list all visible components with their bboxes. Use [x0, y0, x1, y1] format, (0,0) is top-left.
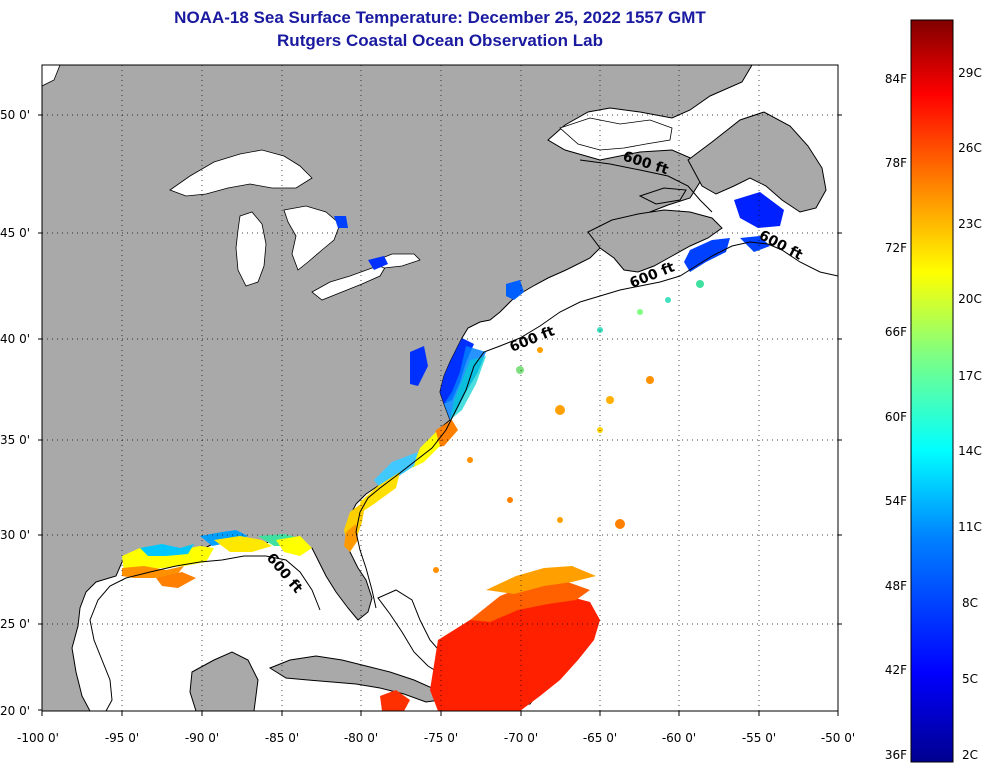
colorbar-label-c: 11C: [958, 520, 982, 534]
lon-label: -65 0': [583, 731, 617, 745]
land-newfoundland: [687, 111, 827, 213]
colorbar-label-c: 8C: [962, 596, 978, 610]
land-yucatan: [189, 651, 259, 711]
colorbar-label-f: 84F: [885, 72, 907, 86]
lake-michigan: [235, 211, 267, 287]
land-nova-scotia: [587, 209, 723, 273]
lon-label: -75 0': [424, 731, 458, 745]
lon-label: -70 0': [504, 731, 538, 745]
tick-marks: [38, 114, 842, 716]
lake-erie: [311, 265, 387, 301]
lake-superior: [169, 149, 313, 197]
lon-label: -60 0': [662, 731, 696, 745]
lon-label: -80 0': [344, 731, 378, 745]
lat-label: 40 0': [0, 332, 30, 346]
land-gulf-island: [638, 187, 687, 205]
colorbar-label-f: 48F: [885, 579, 907, 593]
colorbar-label-c: 29C: [958, 66, 982, 80]
colorbar-label-f: 42F: [885, 663, 907, 677]
lat-label: 45 0': [0, 226, 30, 240]
lon-label: -85 0': [265, 731, 299, 745]
colorbar-label-c: 20C: [958, 292, 982, 306]
colorbar-fahrenheit-labels: 84F 78F 72F 66F 60F 54F 48F 42F 36F: [885, 72, 907, 762]
lon-label: -50 0': [821, 731, 855, 745]
lon-label: -55 0': [742, 731, 776, 745]
lon-label: -90 0': [185, 731, 219, 745]
sst-northern-cold: [334, 192, 784, 386]
colorbar-label-c: 17C: [958, 369, 982, 383]
lat-label: 30 0': [0, 528, 30, 542]
lon-label: -95 0': [105, 731, 139, 745]
lake-huron: [283, 205, 341, 271]
lat-label: 25 0': [0, 617, 30, 631]
lat-label: 20 0': [0, 704, 30, 718]
lat-label: 50 0': [0, 108, 30, 122]
colorbar-label-f: 36F: [885, 748, 907, 762]
colorbar-celsius-labels: 29C 26C 23C 20C 17C 14C 11C 8C 5C 2C: [958, 66, 982, 762]
contour-600ft-atlantic: [355, 241, 838, 609]
colorbar-label-c: 2C: [962, 748, 978, 762]
sst-offshore-warm: [380, 566, 600, 711]
lon-label: -100 0': [17, 731, 59, 745]
colorbar-label-f: 54F: [885, 494, 907, 508]
map-title: NOAA-18 Sea Surface Temperature: Decembe…: [174, 8, 706, 27]
colorbar-label-f: 72F: [885, 241, 907, 255]
map-frame: [41, 64, 839, 712]
hudson-bay-edge: [42, 65, 61, 87]
gulf-of-st-lawrence: [559, 117, 673, 151]
lat-labels: 50 0' 45 0' 40 0' 35 0' 30 0' 25 0' 20 0…: [0, 108, 30, 718]
colorbar-label-c: 5C: [962, 672, 978, 686]
sst-gulf-coast: [122, 530, 312, 588]
contour-600ft-gulfoflawrence: [579, 159, 713, 213]
colorbar-label-c: 23C: [958, 217, 982, 231]
contour-600ft-gulf: [89, 555, 321, 711]
colorbar-label-c: 26C: [958, 141, 982, 155]
lat-label: 35 0': [0, 433, 30, 447]
map-subtitle: Rutgers Coastal Ocean Observation Lab: [277, 31, 603, 50]
colorbar-label-c: 14C: [958, 444, 982, 458]
colorbar: [910, 19, 954, 763]
colorbar-label-f: 78F: [885, 156, 907, 170]
colorbar-label-f: 60F: [885, 410, 907, 424]
sst-scattered-data: [433, 280, 704, 573]
lon-labels: -100 0' -95 0' -90 0' -85 0' -80 0' -75 …: [17, 731, 855, 745]
colorbar-label-f: 66F: [885, 325, 907, 339]
